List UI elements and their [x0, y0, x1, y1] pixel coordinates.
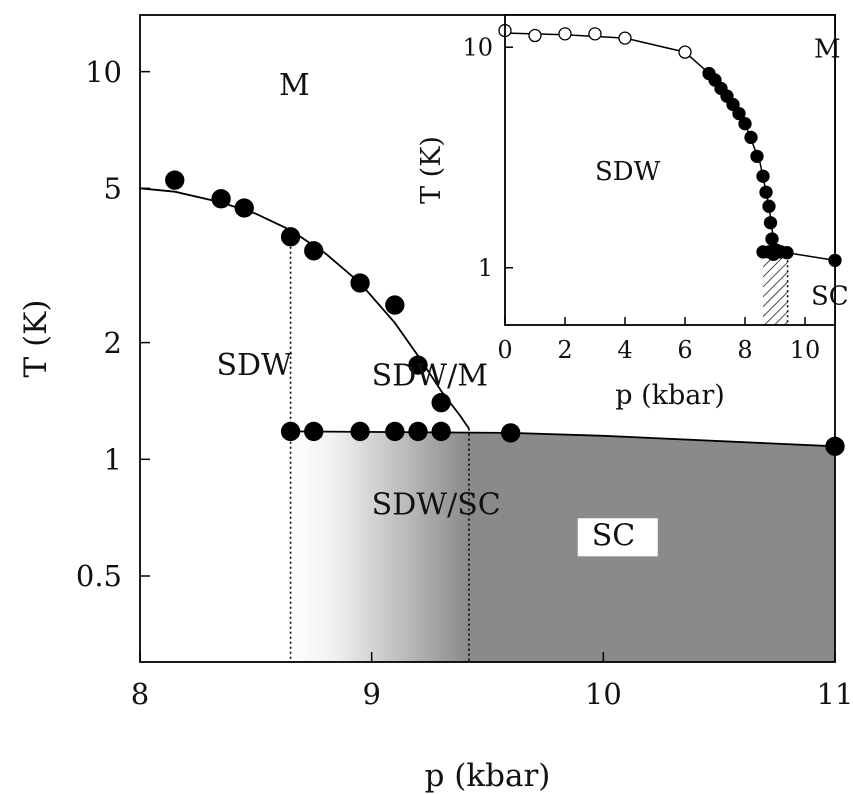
region-label: SDW: [216, 348, 292, 383]
y-tick-label: 1: [478, 254, 493, 282]
filled-data-point-0-8: [431, 393, 451, 413]
x-tick-label: 8: [131, 677, 149, 711]
filled-data-point-1-11: [762, 199, 776, 213]
x-tick-label: 9: [362, 677, 380, 711]
filled-data-point-1-6: [738, 117, 752, 131]
y-tick-label: 10: [85, 55, 122, 89]
y-tick-label: 1: [104, 442, 122, 476]
plot-frame: [504, 14, 836, 326]
region-label: SDW/SC: [372, 488, 501, 523]
filled-data-point-0-2: [234, 198, 254, 218]
x-tick-label: 0: [497, 336, 512, 364]
y-axis-label: T (K): [416, 136, 447, 204]
x-tick-label: 8: [737, 336, 752, 364]
filled-data-point-1-12: [763, 216, 778, 230]
y-axis-label: T (K): [18, 300, 54, 378]
x-tick-label: 10: [585, 677, 622, 711]
x-axis-label: p (kbar): [425, 758, 551, 794]
filled-data-point-0-6: [385, 295, 405, 315]
filled-data-point-0-7: [408, 355, 428, 375]
filled-data-point-1-20: [780, 246, 794, 260]
filled-data-point-0-14: [431, 421, 451, 442]
filled-data-point-0-10: [304, 421, 324, 442]
open-data-point-0-3: [588, 27, 602, 41]
filled-data-point-1-13: [765, 232, 779, 246]
region-0: [290, 431, 469, 662]
x-tick-label: 6: [677, 336, 692, 364]
x-tick-label: 4: [617, 336, 632, 364]
y-tick-label: 2: [104, 326, 122, 360]
filled-data-point-0-9: [280, 421, 301, 442]
filled-data-point-0-11: [350, 421, 370, 442]
x-tick-label: 2: [557, 336, 572, 364]
filled-data-point-0-0: [165, 170, 185, 190]
region-0: [763, 251, 788, 325]
y-tick-label: 5: [104, 171, 122, 205]
inset-panel: M SDW SC 0 2 4 6 8 10 1 10 p (kbar) T (K): [416, 14, 849, 411]
filled-data-point-1-4: [726, 97, 740, 112]
region-label: SC: [811, 282, 849, 312]
filled-data-point-1-9: [756, 169, 770, 183]
filled-data-point-0-12: [385, 421, 405, 442]
filled-data-point-0-1: [211, 189, 231, 209]
filled-data-point-0-4: [304, 241, 324, 261]
plot-frame: [139, 14, 836, 663]
sc-label-box: [577, 518, 658, 557]
filled-data-point-0-5: [350, 273, 370, 293]
filled-data-point-1-7: [744, 130, 758, 145]
open-data-point-0-5: [678, 45, 692, 59]
region-label: SC: [592, 518, 636, 553]
filled-data-point-1-5: [732, 106, 746, 121]
filled-data-point-1-10: [759, 185, 773, 199]
region-label: M: [814, 34, 841, 64]
region-label: SDW: [595, 157, 661, 187]
x-tick-label: 10: [790, 336, 821, 364]
filled-data-point-0-13: [408, 421, 428, 442]
x-axis-label: p (kbar): [615, 380, 725, 411]
open-data-point-0-4: [618, 31, 632, 45]
open-data-point-0-1: [528, 28, 542, 43]
y-tick-label: 0.5: [76, 559, 122, 593]
region-label: M: [279, 68, 310, 103]
filled-data-point-0-3: [280, 227, 301, 247]
filled-data-point-1-18: [762, 245, 776, 259]
filled-data-point-1-8: [750, 149, 764, 163]
open-data-point-0-2: [558, 27, 572, 41]
filled-data-point-0-15: [501, 423, 521, 443]
x-tick-label: 11: [817, 677, 853, 711]
y-tick-label: 10: [462, 34, 493, 62]
region-label: SDW/M: [372, 359, 488, 394]
